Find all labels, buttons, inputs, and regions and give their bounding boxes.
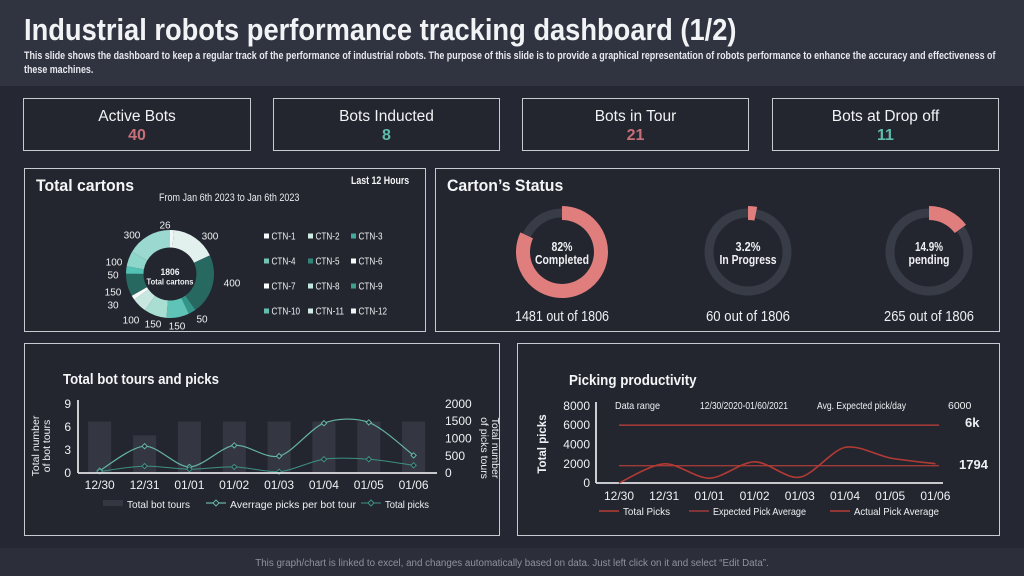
svg-text:2000: 2000 <box>563 457 590 471</box>
svg-text:1806: 1806 <box>161 267 180 278</box>
svg-text:Total cartons: Total cartons <box>147 278 195 287</box>
svg-text:Actual Pick Average: Actual Pick Average <box>854 506 939 518</box>
svg-text:CTN-9: CTN-9 <box>359 281 383 293</box>
svg-text:01/06: 01/06 <box>920 489 950 503</box>
svg-text:pending: pending <box>909 252 950 267</box>
svg-text:Total bot tours: Total bot tours <box>127 499 190 511</box>
svg-text:Total number: Total number <box>489 418 501 479</box>
svg-text:6000: 6000 <box>563 418 590 432</box>
svg-text:9: 9 <box>64 397 71 411</box>
svg-text:In Progress: In Progress <box>720 252 777 267</box>
svg-text:0: 0 <box>583 476 590 490</box>
svg-text:0: 0 <box>64 466 71 480</box>
svg-text:CTN-4: CTN-4 <box>272 256 296 268</box>
svg-text:12/30: 12/30 <box>604 489 634 503</box>
svg-text:12/30: 12/30 <box>85 478 115 492</box>
svg-text:2000: 2000 <box>445 397 472 411</box>
svg-text:01/03: 01/03 <box>264 478 294 492</box>
svg-text:Total number: Total number <box>30 415 42 476</box>
svg-text:Completed: Completed <box>535 252 589 267</box>
svg-text:6000: 6000 <box>948 400 972 412</box>
svg-text:4000: 4000 <box>563 438 590 452</box>
svg-text:of picks tours: of picks tours <box>478 417 490 479</box>
svg-text:CTN-11: CTN-11 <box>316 306 345 318</box>
svg-text:01/05: 01/05 <box>875 489 905 503</box>
svg-text:Averrage picks per bot tour: Averrage picks per bot tour <box>230 499 357 511</box>
svg-text:150: 150 <box>105 288 122 299</box>
svg-text:01/02: 01/02 <box>219 478 249 492</box>
svg-text:100: 100 <box>106 258 123 269</box>
svg-text:82%: 82% <box>552 239 573 254</box>
svg-text:3: 3 <box>64 443 71 457</box>
svg-text:Total picks: Total picks <box>385 499 429 511</box>
svg-text:CTN-8: CTN-8 <box>316 281 340 293</box>
svg-text:CTN-1: CTN-1 <box>272 231 296 243</box>
svg-text:500: 500 <box>445 449 465 463</box>
svg-text:50: 50 <box>196 315 208 326</box>
svg-text:12/30/2020-01/60/2021: 12/30/2020-01/60/2021 <box>700 400 788 412</box>
svg-text:6k: 6k <box>965 415 980 430</box>
svg-text:6: 6 <box>64 420 71 434</box>
svg-text:300: 300 <box>124 231 141 242</box>
svg-text:Expected Pick Average: Expected Pick Average <box>713 506 806 518</box>
svg-text:01/02: 01/02 <box>740 489 770 503</box>
svg-text:Total picks: Total picks <box>537 414 549 473</box>
svg-text:12/31: 12/31 <box>130 478 160 492</box>
svg-text:CTN-5: CTN-5 <box>316 256 340 268</box>
svg-text:CTN-6: CTN-6 <box>359 256 383 268</box>
svg-text:300: 300 <box>202 232 219 243</box>
svg-text:1500: 1500 <box>445 414 472 428</box>
svg-text:100: 100 <box>123 316 140 327</box>
svg-text:150: 150 <box>169 322 186 333</box>
svg-text:CTN-3: CTN-3 <box>359 231 383 243</box>
svg-text:01/04: 01/04 <box>309 478 339 492</box>
svg-text:CTN-12: CTN-12 <box>359 306 388 318</box>
svg-text:30: 30 <box>107 301 119 312</box>
svg-text:150: 150 <box>145 320 162 331</box>
svg-text:1481 out of 1806: 1481 out of 1806 <box>515 309 609 325</box>
svg-text:400: 400 <box>224 279 241 290</box>
svg-text:01/01: 01/01 <box>174 478 204 492</box>
svg-text:01/04: 01/04 <box>830 489 860 503</box>
svg-text:CTN-7: CTN-7 <box>272 281 296 293</box>
svg-text:01/01: 01/01 <box>694 489 724 503</box>
svg-text:01/03: 01/03 <box>785 489 815 503</box>
svg-text:0: 0 <box>445 466 452 480</box>
svg-text:CTN-10: CTN-10 <box>272 306 301 318</box>
svg-text:265 out of 1806: 265 out of 1806 <box>884 309 974 325</box>
svg-text:50: 50 <box>107 271 119 282</box>
svg-text:12/31: 12/31 <box>649 489 679 503</box>
svg-text:14.9%: 14.9% <box>915 239 943 254</box>
svg-text:Avg. Expected pick/day: Avg. Expected pick/day <box>817 400 907 412</box>
svg-text:3.2%: 3.2% <box>736 239 761 254</box>
svg-text:26: 26 <box>159 221 171 232</box>
svg-text:60 out of 1806: 60 out of 1806 <box>706 309 790 325</box>
svg-text:Data range: Data range <box>615 400 660 412</box>
svg-text:1000: 1000 <box>445 432 472 446</box>
svg-text:of bot tours: of bot tours <box>41 420 53 473</box>
svg-text:CTN-2: CTN-2 <box>316 231 340 243</box>
svg-text:01/05: 01/05 <box>354 478 384 492</box>
svg-text:01/06: 01/06 <box>399 478 429 492</box>
svg-text:1794: 1794 <box>959 457 989 472</box>
svg-text:Total Picks: Total Picks <box>623 506 670 518</box>
svg-text:8000: 8000 <box>563 399 590 413</box>
